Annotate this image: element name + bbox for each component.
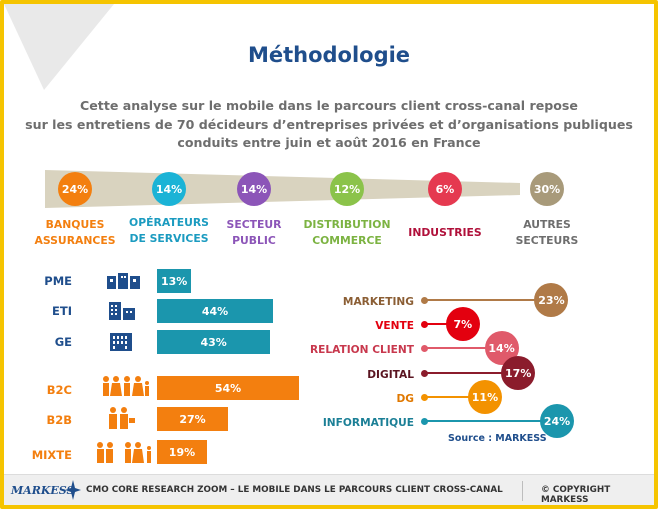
sector-label-industries-line1: INDUSTRIES <box>408 226 482 239</box>
footer-separator <box>522 481 523 501</box>
size-bar-eti: 44% <box>157 299 273 323</box>
corner-decoration <box>4 4 114 90</box>
sector-bubble-operateurs: 14% <box>152 172 186 206</box>
footer-copyright: © COPYRIGHT MARKESS <box>541 485 611 505</box>
sector-label-public: SECTEUR PUBLIC <box>199 217 309 249</box>
dept-label-informatique: INFORMATIQUE <box>322 417 414 429</box>
sector-label-distribution: DISTRIBUTION COMMERCE <box>292 217 402 249</box>
dept-label-dg: DG <box>396 393 415 405</box>
dept-label-vente: VENTE <box>375 320 414 332</box>
medium-building-icon <box>109 302 135 320</box>
size-label-pme: PME <box>44 274 72 288</box>
sector-label-distribution-line1: DISTRIBUTION <box>303 218 391 231</box>
dept-line-4 <box>424 396 485 398</box>
dept-label-digital: DIGITAL <box>367 369 414 381</box>
footer-text: CMO CORE RESEARCH ZOOM – LE MOBILE DANS … <box>86 485 503 495</box>
intro-line-3: conduits entre juin et août 2016 en Fran… <box>177 135 481 150</box>
model-label-b2b: B2B <box>46 413 72 427</box>
star-logo-icon <box>65 480 81 500</box>
intro-line-2: sur les entretiens de 70 décideurs d’ent… <box>25 116 633 132</box>
footer-brand: MARKESS <box>11 484 75 497</box>
sector-label-distribution-line2: COMMERCE <box>312 234 382 247</box>
sector-bubble-industries: 6% <box>428 172 462 206</box>
sector-label-public-line2: PUBLIC <box>232 234 276 247</box>
model-bar-mixte: 19% <box>157 440 207 464</box>
dept-dot-4 <box>421 393 428 401</box>
size-label-eti: ETI <box>52 304 72 318</box>
sector-label-autres: AUTRES SECTEURS <box>492 217 602 249</box>
sector-label-autres-line1: AUTRES <box>523 218 571 231</box>
dept-line-3 <box>424 372 519 374</box>
large-building-icon <box>110 333 132 351</box>
sector-label-operateurs-line2: DE SERVICES <box>129 232 209 245</box>
page-title: Méthodologie <box>247 43 411 67</box>
sector-label-banques-line2: ASSURANCES <box>34 234 116 247</box>
dept-line-1 <box>424 323 463 325</box>
dept-dot-1 <box>421 320 428 328</box>
dept-dot-5 <box>421 417 428 425</box>
model-bar-b2b: 27% <box>157 407 228 431</box>
dept-dot-3 <box>421 369 428 377</box>
dept-bubble-1: 7% <box>445 307 480 341</box>
dept-label-marketing: MARKETING <box>342 296 414 308</box>
business-people-icon <box>109 407 135 429</box>
sector-label-autres-line2: SECTEURS <box>515 234 579 247</box>
mixed-people-icon <box>97 442 151 463</box>
dept-line-5 <box>424 420 557 422</box>
intro-line-1: Cette analyse sur le mobile dans le parc… <box>80 98 578 113</box>
consumers-icon <box>103 376 149 396</box>
sector-label-banques-line1: BANQUES <box>45 218 105 231</box>
dept-bubble-3: 17% <box>501 356 536 390</box>
dept-dot-2 <box>421 344 428 352</box>
size-bar-ge: 43% <box>157 330 271 354</box>
intro-text: Cette analyse sur le mobile dans le parc… <box>0 97 658 153</box>
model-label-b2c: B2C <box>46 383 72 397</box>
sector-label-banques: BANQUES ASSURANCES <box>20 217 130 249</box>
dept-line-0 <box>424 299 552 301</box>
source-note: Source : MARKESS <box>448 433 547 444</box>
sector-label-operateurs-line1: OPÉRATEURS <box>129 216 209 229</box>
sector-bubble-autres: 30% <box>530 172 564 206</box>
sector-bubble-banques: 24% <box>58 172 92 206</box>
sector-bubble-secteur-public: 14% <box>237 172 271 206</box>
small-building-icon <box>107 273 140 289</box>
dept-bubble-5: 24% <box>540 404 574 438</box>
sector-bubble-distribution: 12% <box>330 172 364 206</box>
sector-label-public-line1: SECTEUR <box>226 218 282 231</box>
dept-bubble-0: 23% <box>534 283 569 317</box>
footer-bar: MARKESS CMO CORE RESEARCH ZOOM – LE MOBI… <box>4 474 654 505</box>
dept-line-2 <box>424 347 502 349</box>
model-label-mixte: MIXTE <box>31 448 72 462</box>
sector-label-operateurs: OPÉRATEURS DE SERVICES <box>114 215 224 247</box>
sector-label-industries: INDUSTRIES <box>390 225 500 241</box>
dept-dot-0 <box>421 296 428 304</box>
size-label-ge: GE <box>54 335 72 349</box>
dept-bubble-4: 11% <box>467 380 502 414</box>
dept-label-relation-client: RELATION CLIENT <box>309 344 414 356</box>
size-bar-pme: 13% <box>157 269 192 293</box>
model-bar-b2c: 54% <box>157 376 299 400</box>
